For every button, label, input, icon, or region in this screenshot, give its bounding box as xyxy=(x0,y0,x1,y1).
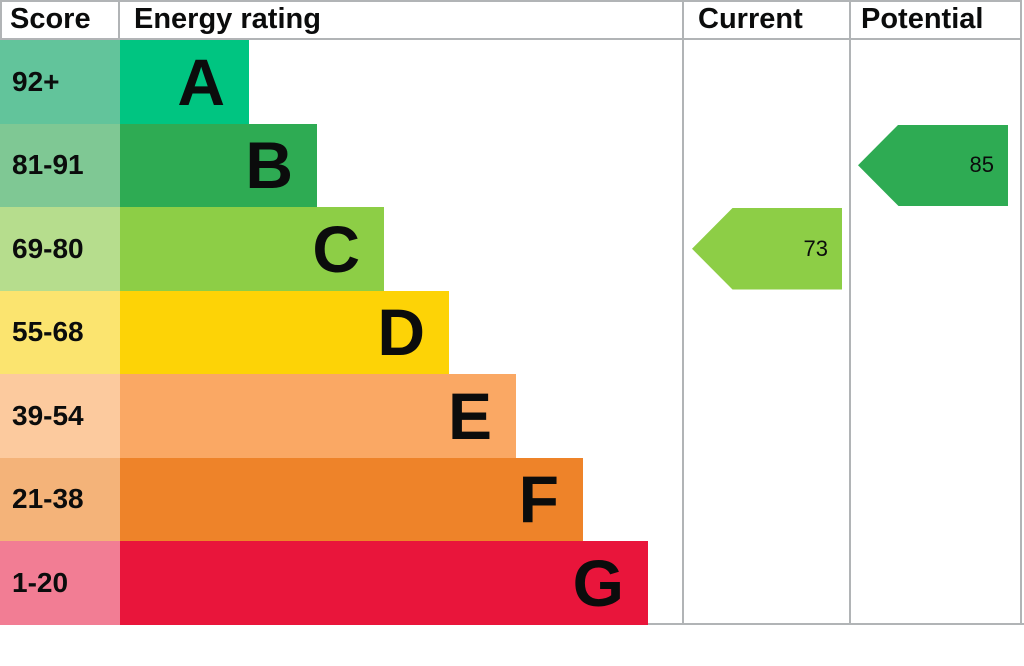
header-score-label: Score xyxy=(10,2,91,35)
score-cell-a: 92+ xyxy=(0,40,120,124)
header-current-label: Current xyxy=(698,2,803,35)
score-range-label: 39-54 xyxy=(12,399,84,431)
rating-bar-e: E xyxy=(120,374,516,458)
band-letter: G xyxy=(572,545,624,620)
band-letter: D xyxy=(377,295,425,370)
band-row-c: 69-80 C xyxy=(0,207,1024,291)
header-left-border xyxy=(0,0,2,40)
score-range-label: 92+ xyxy=(12,65,60,97)
score-cell-b: 81-91 xyxy=(0,123,120,207)
band-letter: C xyxy=(312,211,360,286)
rating-bar-g: G xyxy=(120,541,648,625)
header-potential: Potential xyxy=(861,0,983,38)
rating-bar-a: A xyxy=(120,40,249,124)
score-cell-g: 1-20 xyxy=(0,541,120,625)
band-row-f: 21-38 F xyxy=(0,457,1024,541)
score-range-label: 55-68 xyxy=(12,316,84,348)
score-range-label: 81-91 xyxy=(12,149,84,181)
header-current: Current xyxy=(698,0,803,38)
rating-bar-d: D xyxy=(120,290,449,374)
header-potential-label: Potential xyxy=(861,2,984,35)
header-energy-rating-label: Energy rating xyxy=(134,2,321,35)
band-row-a: 92+ A xyxy=(0,40,1024,124)
rating-bar-b: B xyxy=(120,123,317,207)
current-column-divider xyxy=(682,0,684,625)
table-top-border xyxy=(0,0,1022,2)
band-row-g: 1-20 G xyxy=(0,541,1024,625)
score-column-divider xyxy=(118,0,120,40)
potential-column-divider xyxy=(849,0,851,625)
score-cell-c: 69-80 xyxy=(0,207,120,291)
score-range-label: 1-20 xyxy=(12,566,69,598)
rating-bar-f: F xyxy=(120,457,583,541)
current-rating-value: 73 xyxy=(803,235,828,261)
band-row-e: 39-54 E xyxy=(0,374,1024,458)
score-cell-f: 21-38 xyxy=(0,457,120,541)
header-score: Score xyxy=(10,0,91,38)
score-range-label: 69-80 xyxy=(12,232,84,264)
header-bottom-border xyxy=(0,38,1022,40)
band-letter: F xyxy=(518,462,559,537)
band-letter: A xyxy=(177,44,225,119)
score-cell-e: 39-54 xyxy=(0,374,120,458)
potential-rating-value: 85 xyxy=(969,152,994,178)
rating-bar-c: C xyxy=(120,207,384,291)
table-right-border xyxy=(1020,0,1022,625)
band-row-b: 81-91 B xyxy=(0,123,1024,207)
header-energy-rating: Energy rating xyxy=(134,0,321,38)
band-row-d: 55-68 D xyxy=(0,290,1024,374)
band-letter: B xyxy=(245,128,293,203)
score-range-label: 21-38 xyxy=(12,483,84,515)
band-letter: E xyxy=(447,378,492,453)
score-cell-d: 55-68 xyxy=(0,290,120,374)
